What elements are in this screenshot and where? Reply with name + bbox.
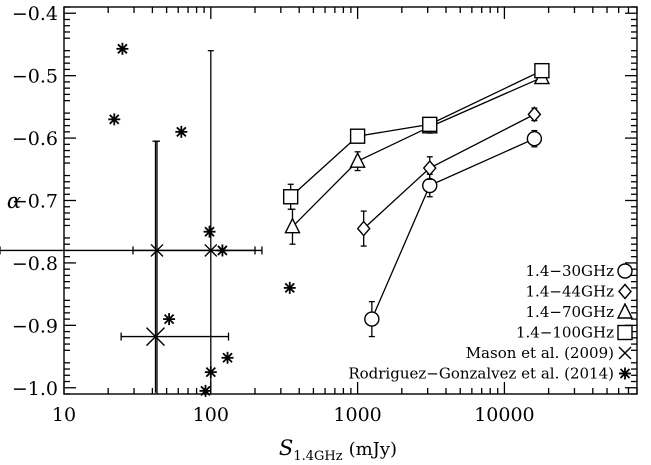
x-tick-label: 1000 <box>333 404 381 426</box>
data-point <box>204 366 217 379</box>
data-point <box>284 217 301 234</box>
x-axis-unit: (mJy) <box>349 439 398 460</box>
legend-label: 1.4−30GHz <box>526 262 615 280</box>
legend-marker <box>616 302 634 319</box>
series-cross <box>0 50 263 394</box>
x-axis-symbol: S <box>279 436 293 460</box>
series-circle <box>364 129 543 338</box>
data-point <box>216 244 229 257</box>
data-point <box>204 243 218 257</box>
legend-marker <box>617 324 633 341</box>
legend-marker <box>617 263 633 279</box>
data-point <box>526 131 543 147</box>
y-tick-label: −0.5 <box>12 66 58 88</box>
legend-label: Mason et al. (2009) <box>466 344 614 362</box>
legend-label: 1.4−44GHz <box>526 283 615 301</box>
data-point <box>349 128 366 144</box>
series-square <box>282 62 550 210</box>
legend-label: Rodriguez−Gonzalvez et al. (2014) <box>348 365 614 383</box>
x-tick-label: 100 <box>193 404 229 426</box>
y-tick-label: −0.9 <box>12 315 58 337</box>
y-tick-label: −0.6 <box>12 128 58 150</box>
data-point <box>527 106 542 123</box>
data-point <box>146 327 165 347</box>
legend-marker <box>618 346 632 360</box>
data-point <box>356 220 371 237</box>
data-point <box>282 189 299 205</box>
legend-marker <box>619 367 631 380</box>
data-point <box>364 311 380 327</box>
data-point <box>422 159 437 177</box>
data-point <box>221 351 234 364</box>
legend-marker <box>618 283 632 300</box>
series-diamond <box>356 106 542 247</box>
data-point <box>163 313 176 326</box>
y-tick-label: −0.8 <box>12 253 58 275</box>
series-line <box>292 76 543 228</box>
series-line <box>371 138 535 320</box>
legend: 1.4−30GHz 1.4−44GHz 1.4−70GHz 1.4−100GHz Mas… <box>348 262 634 383</box>
series-asterisk <box>108 42 296 397</box>
data-point <box>422 116 438 133</box>
chart-marks <box>0 42 551 397</box>
x-axis-subscript: 1.4GHz <box>293 449 342 464</box>
y-tick-label: −1.0 <box>12 378 58 400</box>
data-point <box>349 151 366 168</box>
data-point <box>422 177 438 194</box>
data-point <box>199 384 212 397</box>
data-point <box>534 62 550 79</box>
x-tick-label: 10000 <box>474 404 534 426</box>
data-point <box>175 125 188 138</box>
y-tick-label: −0.4 <box>12 3 58 25</box>
data-point <box>203 225 216 238</box>
y-tick-label: −0.7 <box>12 191 58 213</box>
legend-label: 1.4−100GHz <box>516 324 614 342</box>
x-axis-label: S1.4GHz (mJy) <box>279 436 397 464</box>
x-tick-label: 10 <box>52 404 76 426</box>
y-axis-label: α <box>7 189 21 213</box>
data-point <box>283 281 296 294</box>
legend-label: 1.4−70GHz <box>526 303 615 321</box>
data-point <box>116 42 129 55</box>
series-line <box>290 70 543 198</box>
axis-ticks: 10 100 1000 10000 −1.0 −0.9 −0.8 −0.7 −0.6 −0.5 −0… <box>12 3 638 426</box>
data-point <box>108 113 121 126</box>
series-triangle <box>284 67 551 245</box>
